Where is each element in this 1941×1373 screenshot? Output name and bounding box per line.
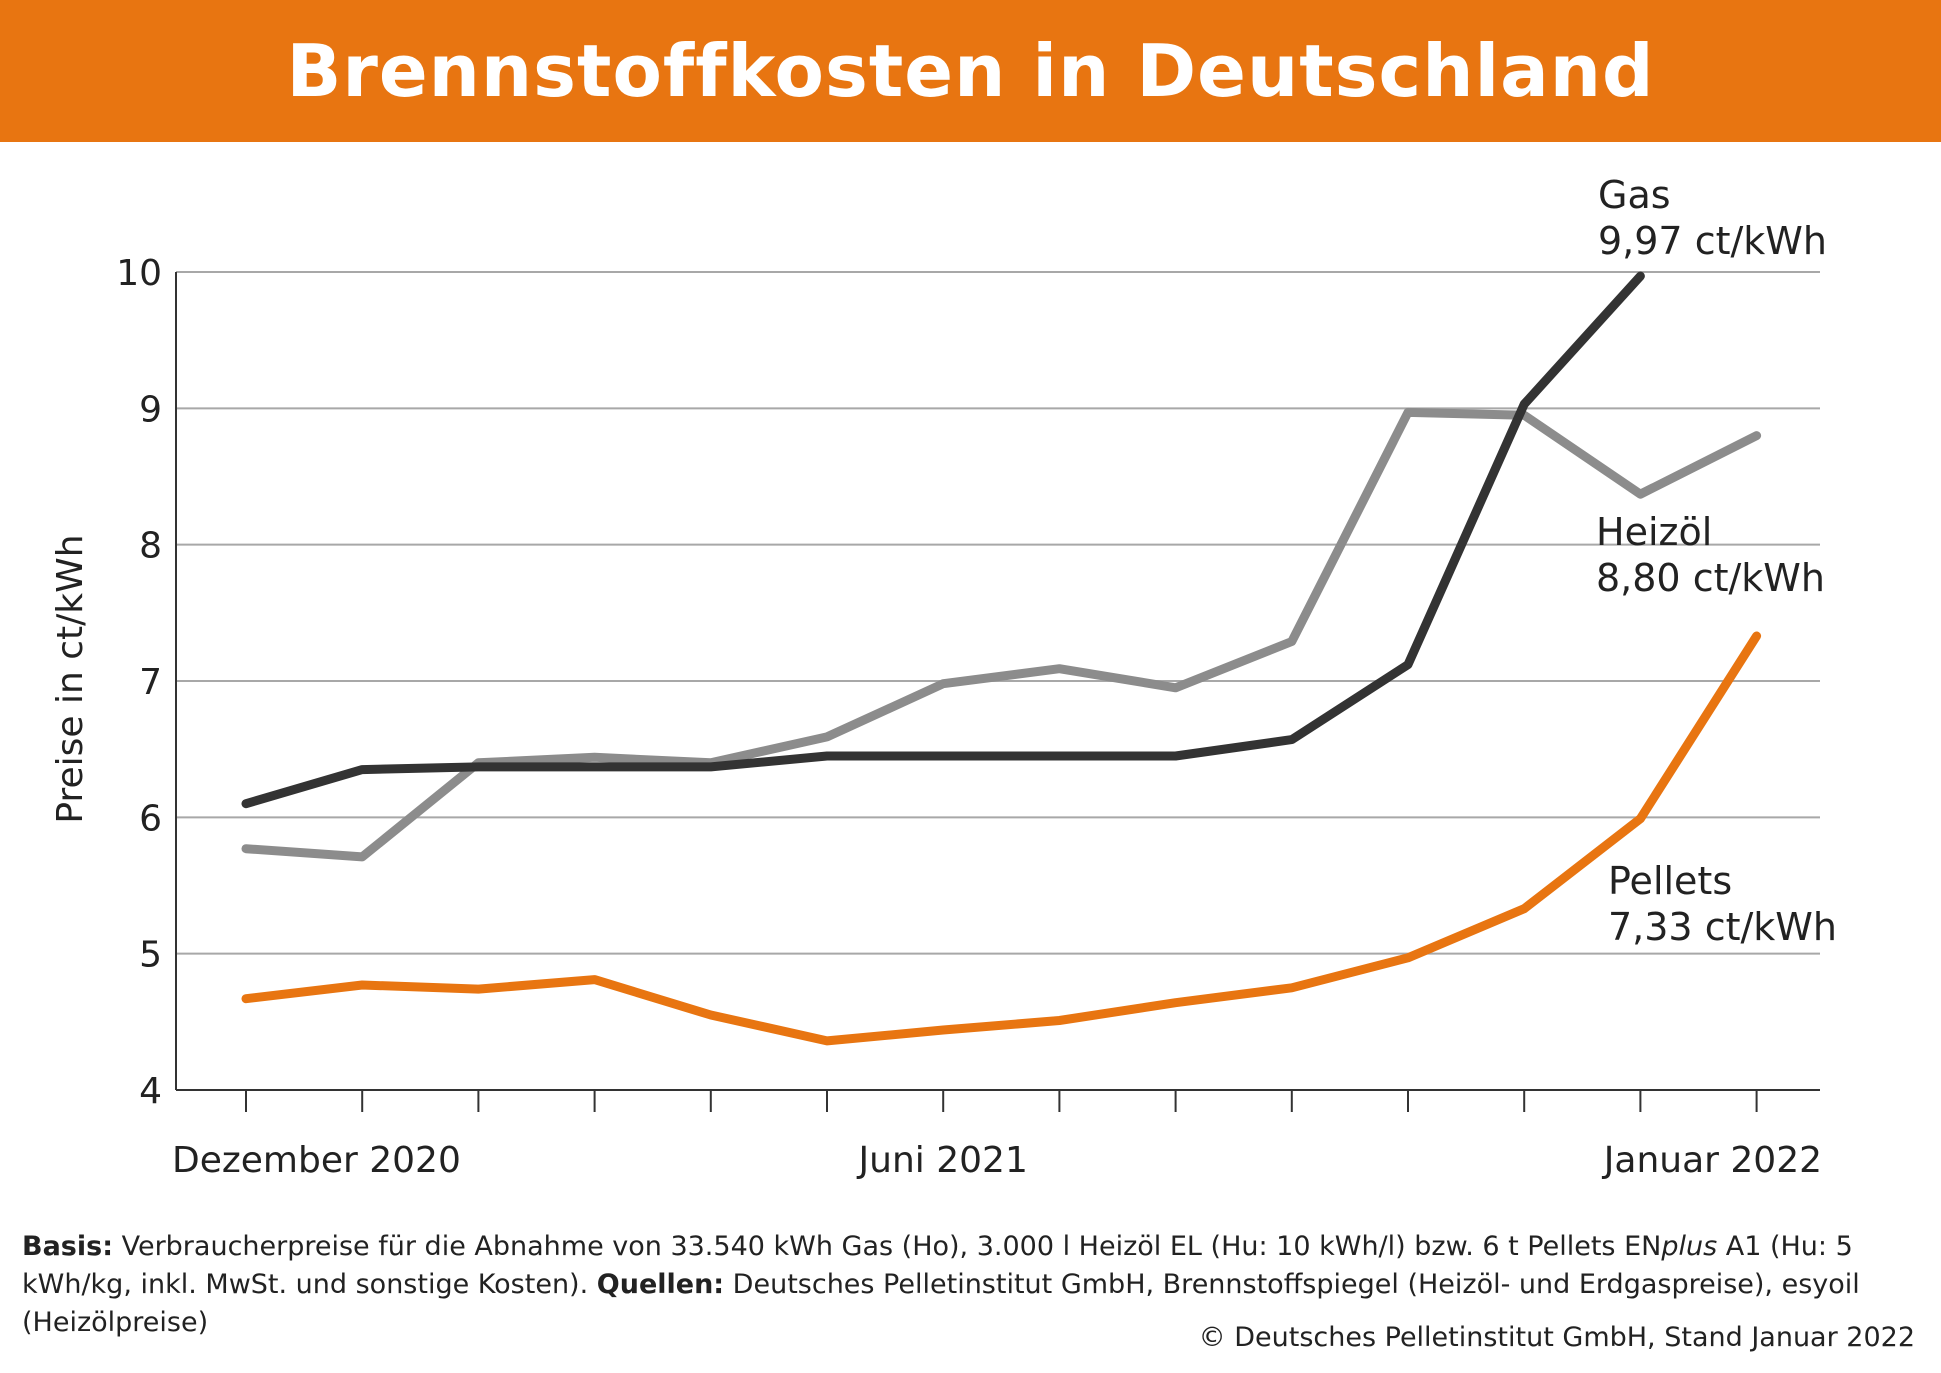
title-banner: Brennstoffkosten in Deutschland xyxy=(0,0,1941,142)
series-name-heizoel: Heizöl xyxy=(1596,510,1712,554)
footnote: Basis: Verbraucherpreise für die Abnahme… xyxy=(22,1228,1922,1342)
series-line-heizoel xyxy=(241,407,1762,862)
sources-label: Quellen: xyxy=(596,1269,725,1300)
y-tick-label: 9 xyxy=(139,389,162,430)
line-chart: 4 5 6 7 8 9 10 Dezember 2020 Juni 2021 Januar 202… xyxy=(50,173,1837,1181)
y-tick-label: 10 xyxy=(116,253,162,294)
sources-text: Deutsches Pelletinstitut GmbH, Brennstof… xyxy=(22,1269,1860,1338)
basis-label: Basis: xyxy=(22,1231,113,1262)
y-tick-label: 6 xyxy=(139,798,162,839)
chart-title: Brennstoffkosten in Deutschland xyxy=(286,29,1655,113)
x-tick-label: Dezember 2020 xyxy=(172,1140,461,1181)
y-tick-label: 7 xyxy=(139,662,162,703)
series-value-gas: 9,97 ct/kWh xyxy=(1598,219,1827,263)
x-tick-label: Juni 2021 xyxy=(857,1140,1028,1181)
y-tick-label: 4 xyxy=(139,1071,162,1112)
gridlines xyxy=(176,271,1820,955)
basis-text-1: Verbraucherpreise für die Abnahme von 33… xyxy=(113,1231,1662,1262)
x-tick-label: Januar 2022 xyxy=(1602,1140,1822,1181)
copyright-notice: © Deutsches Pelletinstitut GmbH, Stand J… xyxy=(1198,1322,1915,1353)
y-tick-label: 5 xyxy=(139,935,162,976)
series-value-pellets: 7,33 ct/kWh xyxy=(1608,905,1837,949)
basis-italic: plus xyxy=(1661,1231,1718,1262)
series-value-heizoel: 8,80 ct/kWh xyxy=(1596,556,1825,600)
series-name-gas: Gas xyxy=(1598,173,1671,217)
basis-text-2: A1 (Hu: 5 kWh/kg, inkl. MwSt. und sonsti… xyxy=(22,1231,1853,1300)
series-line-gas xyxy=(241,271,1645,809)
y-axis-label: Preise in ct/kWh xyxy=(50,534,91,823)
axes: 4 5 6 7 8 9 10 Dezember 2020 Juni 2021 Januar 202… xyxy=(116,253,1822,1181)
series-name-pellets: Pellets xyxy=(1608,859,1732,903)
series-lines xyxy=(241,271,1762,1046)
y-tick-label: 8 xyxy=(139,526,162,567)
series-line-pellets xyxy=(241,631,1762,1046)
